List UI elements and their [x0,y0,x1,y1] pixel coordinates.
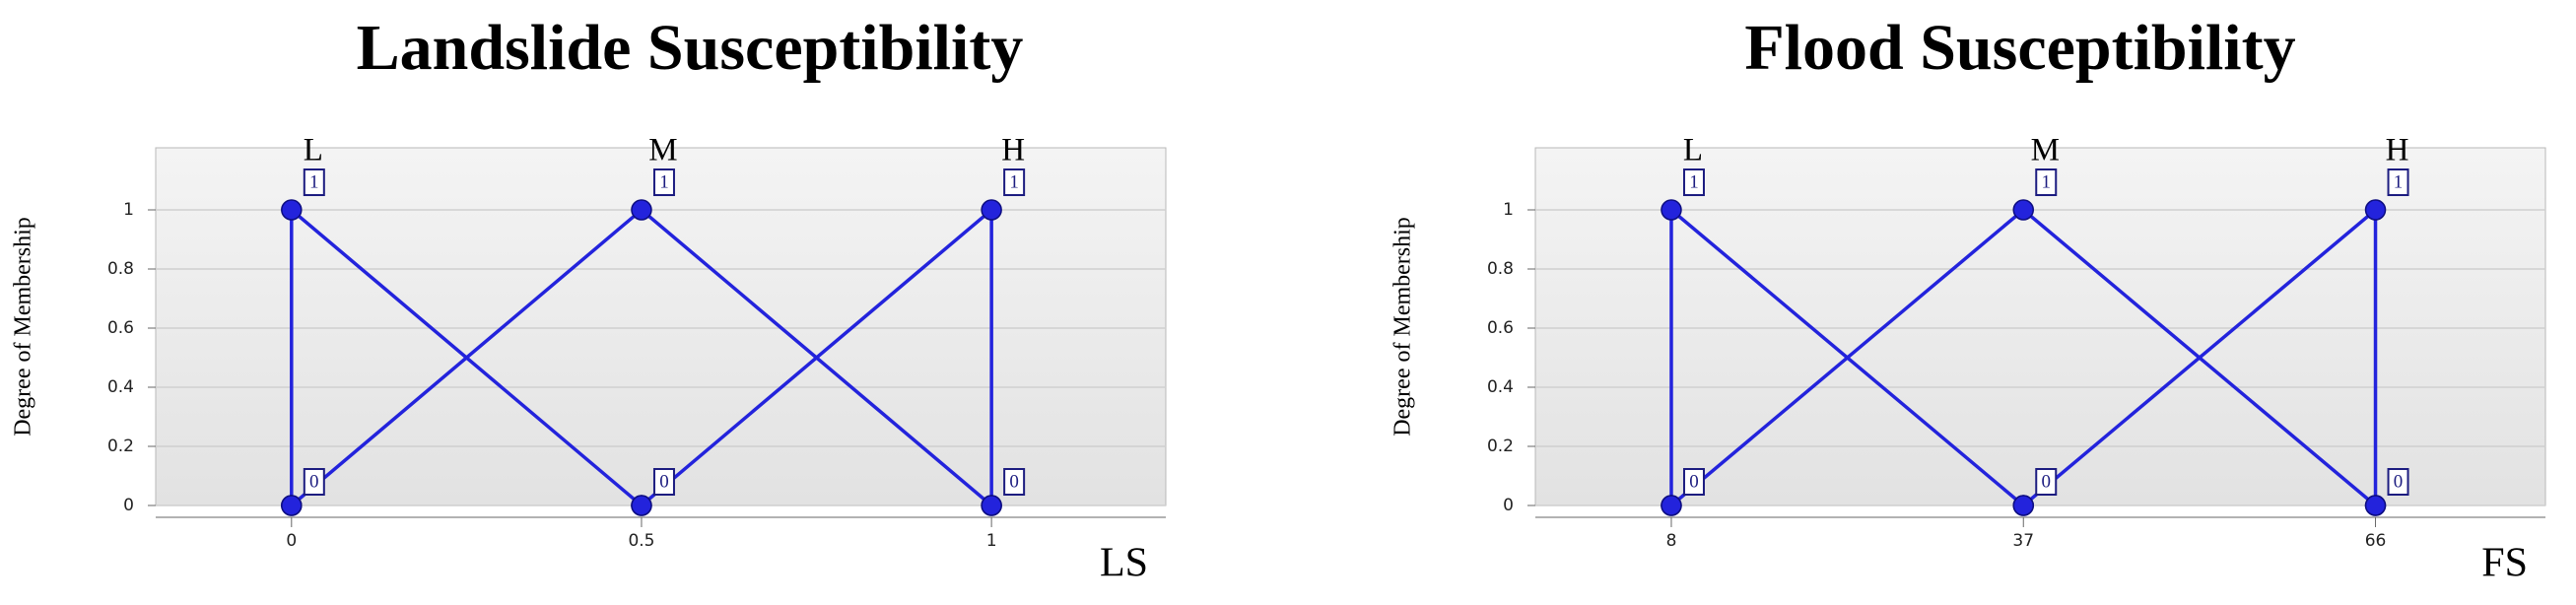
y-axis-label: Degree of Membership [1390,217,1416,437]
y-tick-label: 0 [1503,496,1514,515]
x-tick-label: 1 [986,531,997,551]
point [981,199,1002,221]
value-box [2387,168,2409,196]
series-name: H [2386,133,2409,168]
series-name: L [304,133,323,168]
x-tick-label: 37 [2012,531,2034,551]
value-box [1003,468,1026,496]
y-tick-label: 0.2 [107,437,134,456]
point [281,199,303,221]
y-tick-label: 1 [1503,200,1514,220]
point [281,495,303,516]
value-box [1682,168,1705,196]
chart-title: Flood Susceptibility [1744,12,2295,84]
value-label: 0 [2394,471,2404,492]
value-label: 1 [2042,171,2052,192]
value-label: 1 [2394,171,2404,192]
point [981,495,1002,516]
x-tick-label: 8 [1666,531,1677,551]
x-axis-label: LS [1100,541,1148,586]
point [1661,199,1682,221]
value-box [2387,468,2409,496]
x-axis-label: FS [2481,541,2528,586]
value-label: 1 [1009,171,1019,192]
x-tick-label: 0.5 [628,531,654,551]
plot-area [155,147,1167,506]
y-tick-label: 0 [123,496,134,515]
y-tick-label: 0.6 [1487,318,1514,338]
value-label: 0 [1009,471,1019,492]
value-label: 0 [1689,471,1699,492]
value-label: 0 [309,471,319,492]
y-tick-label: 1 [123,200,134,220]
value-box [652,168,675,196]
series-name: H [1001,133,1025,168]
chart-title: Landslide Susceptibility [357,12,1024,84]
point [2364,199,2387,221]
value-box [303,168,325,196]
y-tick-label: 0.2 [1487,437,1514,456]
point [631,199,652,221]
value-label: 1 [309,171,319,192]
x-tick-label: 0 [286,531,297,551]
value-label: 0 [659,471,669,492]
value-label: 0 [2042,471,2052,492]
point [2364,495,2387,516]
x-tick-label: 66 [2365,531,2387,551]
point [631,495,652,516]
value-box [1003,168,1026,196]
value-box [652,468,675,496]
y-tick-label: 0.8 [107,259,134,279]
y-tick-label: 0.6 [107,318,134,338]
value-label: 1 [659,171,669,192]
y-axis-label: Degree of Membership [11,217,36,437]
series-name: L [1683,133,1703,168]
series-name: M [648,133,677,168]
y-tick-label: 0.4 [1487,377,1514,397]
value-box [2035,168,2058,196]
series-name: M [2031,133,2060,168]
y-tick-label: 0.8 [1487,259,1514,279]
point [1661,495,1682,516]
value-box [2035,468,2058,496]
plot-area [1534,147,2546,506]
point [2012,199,2035,221]
y-tick-label: 0.4 [107,377,134,397]
value-box [1682,468,1705,496]
value-label: 1 [1689,171,1699,192]
value-box [303,468,325,496]
point [2012,495,2035,516]
